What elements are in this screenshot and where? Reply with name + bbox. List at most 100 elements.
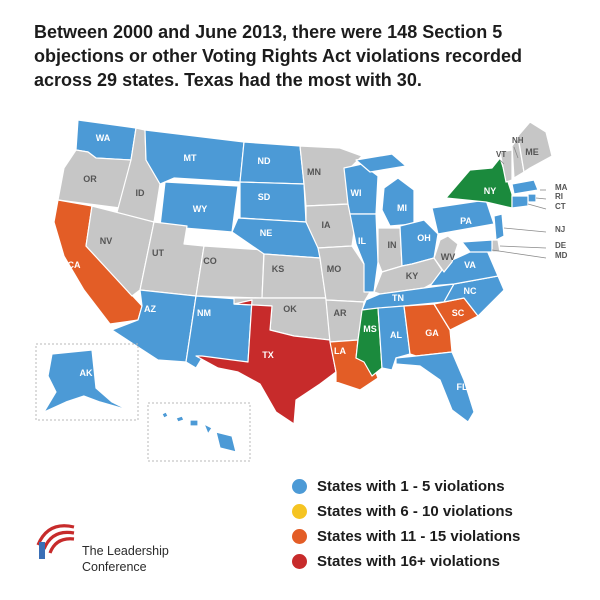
state-label-va: VA xyxy=(464,260,476,270)
state-label-az: AZ xyxy=(144,304,156,314)
state-md xyxy=(461,239,493,253)
leader-line-vt xyxy=(499,159,505,165)
leader-line-de xyxy=(499,245,547,249)
state-label-ok: OK xyxy=(283,304,297,314)
state-label-ms: MS xyxy=(363,324,377,334)
state-label-ca: CA xyxy=(68,260,81,270)
state-label-ga: GA xyxy=(425,328,439,338)
legend-swatch xyxy=(292,479,307,494)
headline: Between 2000 and June 2013, there were 1… xyxy=(34,22,523,90)
state-hi xyxy=(161,411,237,453)
state-label-ak: AK xyxy=(80,368,93,378)
legend-label: States with 1 - 5 violations xyxy=(317,478,505,495)
state-co xyxy=(195,245,265,299)
state-label-mo: MO xyxy=(327,264,342,274)
state-me xyxy=(517,121,553,173)
leader-line-ri xyxy=(535,197,547,200)
legend-label: States with 16+ violations xyxy=(317,553,500,570)
state-label-nj: NJ xyxy=(555,225,565,234)
state-ct xyxy=(511,195,529,209)
legend-item: States with 16+ violations xyxy=(292,549,520,574)
state-mo xyxy=(317,245,371,303)
state-label-wi: WI xyxy=(351,188,362,198)
legend-swatch xyxy=(292,554,307,569)
state-label-mi: MI xyxy=(397,203,407,213)
state-labels: WA OR CA ID NV MT WY UT AZ CO NM ND SD NE KS OK TX MN IA MO… xyxy=(68,133,568,434)
state-nv xyxy=(85,205,155,297)
state-label-wv: WV xyxy=(441,252,456,262)
state-label-al: AL xyxy=(390,330,402,340)
state-label-nv: NV xyxy=(100,236,113,246)
state-label-nd: ND xyxy=(258,156,271,166)
logo-line-2: Conference xyxy=(82,560,147,574)
state-label-de: DE xyxy=(555,241,567,250)
state-label-vt: VT xyxy=(496,150,506,159)
state-label-ar: AR xyxy=(334,308,347,318)
state-label-ks: KS xyxy=(272,264,285,274)
state-label-la: LA xyxy=(334,346,346,356)
leader-line-ct xyxy=(527,203,547,210)
state-label-ia: IA xyxy=(322,220,332,230)
state-label-sc: SC xyxy=(452,308,465,318)
state-label-sd: SD xyxy=(258,192,271,202)
state-in xyxy=(377,227,403,273)
legend-label: States with 11 - 15 violations xyxy=(317,528,521,545)
state-label-pa: PA xyxy=(460,216,472,226)
legend-label: States with 6 - 10 violations xyxy=(317,503,513,520)
leader-line-md xyxy=(491,249,547,259)
state-nm xyxy=(185,295,253,369)
state-label-hi: HI xyxy=(182,424,191,434)
state-label-nc: NC xyxy=(464,286,477,296)
state-il xyxy=(349,213,379,293)
alaska-inset-frame xyxy=(35,343,139,421)
leader-line-nh xyxy=(513,146,519,159)
state-label-tx: TX xyxy=(262,350,274,360)
state-label-wa: WA xyxy=(96,133,111,143)
legend-swatch xyxy=(292,504,307,519)
legend-swatch xyxy=(292,529,307,544)
state-ks xyxy=(261,253,327,299)
state-label-id: ID xyxy=(136,188,146,198)
state-label-ut: UT xyxy=(152,248,164,258)
state-label-ne: NE xyxy=(260,228,273,238)
logo-wordmark: The Leadership Conference xyxy=(82,543,169,575)
small-state-leader-lines xyxy=(491,146,547,259)
state-label-md: MD xyxy=(555,251,568,260)
state-label-il: IL xyxy=(358,236,367,246)
legend-item: States with 1 - 5 violations xyxy=(292,474,520,499)
state-label-me: ME xyxy=(525,147,539,157)
state-vt xyxy=(499,149,513,183)
logo-line-1: The Leadership xyxy=(82,544,169,558)
state-ri xyxy=(527,193,537,203)
state-tx xyxy=(195,299,337,425)
state-label-ma: MA xyxy=(555,183,568,192)
state-label-in: IN xyxy=(388,240,397,250)
state-shapes xyxy=(43,119,553,453)
state-wv xyxy=(433,235,459,273)
legend: States with 1 - 5 violations States with… xyxy=(292,474,520,574)
state-label-mt: MT xyxy=(184,153,197,163)
state-label-fl: FL xyxy=(457,382,468,392)
state-label-ct: CT xyxy=(555,202,566,211)
state-ak xyxy=(43,349,129,413)
legend-item: States with 6 - 10 violations xyxy=(292,499,520,524)
state-label-ky: KY xyxy=(406,271,419,281)
us-states-map: WA OR CA ID NV MT WY UT AZ CO NM ND SD NE KS OK TX MN IA MO… xyxy=(35,119,568,462)
state-label-ri: RI xyxy=(555,192,563,201)
state-ma xyxy=(511,179,539,195)
legend-item: States with 11 - 15 violations xyxy=(292,524,520,549)
hawaii-inset-frame xyxy=(147,402,251,462)
state-nd xyxy=(239,141,305,185)
state-label-nh: NH xyxy=(512,136,524,145)
state-sd xyxy=(239,181,307,223)
state-label-tn: TN xyxy=(392,293,404,303)
state-label-nm: NM xyxy=(197,308,211,318)
state-label-oh: OH xyxy=(417,233,431,243)
state-label-mn: MN xyxy=(307,167,321,177)
state-label-wy: WY xyxy=(193,204,208,214)
state-nj xyxy=(493,213,505,241)
state-label-or: OR xyxy=(83,174,97,184)
state-pa xyxy=(431,199,495,235)
state-fl xyxy=(395,351,475,423)
state-label-ny: NY xyxy=(484,186,497,196)
